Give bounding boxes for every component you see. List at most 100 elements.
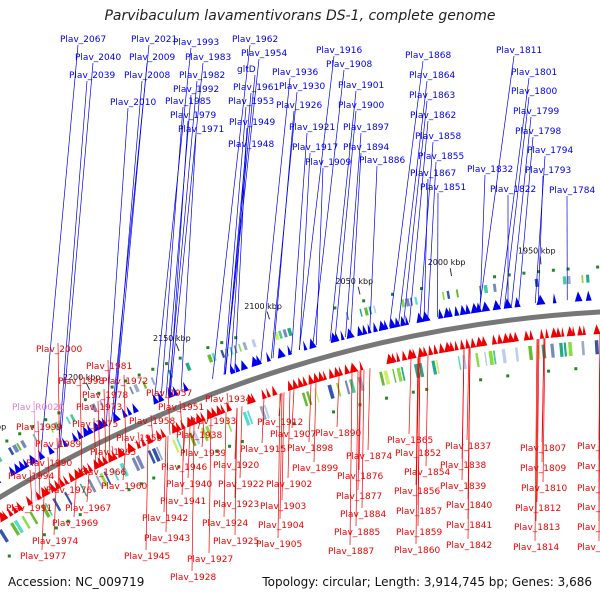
reverse-leader-line [367, 368, 371, 451]
gc-skew-block [478, 285, 482, 294]
feature-dot [137, 373, 141, 377]
reverse-leader-line [261, 398, 265, 444]
reverse-leader-line [181, 428, 185, 496]
reverse-leader-line [86, 472, 90, 503]
reverse-gene-arrow [572, 325, 576, 336]
reverse-gene-label: Plav_1945 [124, 552, 170, 562]
reverse-leader-line [53, 490, 57, 536]
reverse-gene-arrow [0, 512, 9, 523]
forward-gene-label: Plav_1962 [232, 35, 278, 45]
forward-leader-line [312, 69, 345, 347]
forward-leader-line [113, 62, 148, 421]
gc-skew-block [185, 362, 192, 372]
tick-mark [449, 268, 453, 277]
forward-gene-arrow [277, 347, 286, 359]
reverse-gene-label: Plav_1887 [328, 547, 374, 557]
forward-gene-label: Plav_1916 [316, 46, 362, 56]
reverse-gene-arrow [49, 482, 58, 493]
gc-skew-block [306, 391, 313, 406]
reverse-leader-line [107, 359, 111, 463]
forward-gene-arrow [335, 331, 340, 342]
gc-skew-block [400, 299, 406, 308]
reverse-leader-line [101, 464, 105, 467]
reverse-gene-label: Plav_1902 [266, 480, 312, 490]
reverse-gene-label: Plav_1943 [144, 534, 190, 544]
reverse-gene-label: Plav_1923 [213, 500, 259, 510]
forward-leader-line [437, 192, 439, 318]
forward-gene-label: Plav_1936 [272, 68, 318, 78]
reverse-gene-label: Plav_1981 [86, 362, 132, 372]
gc-skew-block [172, 439, 180, 454]
reverse-gene-arrow [82, 464, 90, 475]
forward-gene-label: Plav_1832 [467, 165, 513, 175]
forward-gene-label: Plav_1917 [292, 143, 338, 153]
backbone-group [0, 309, 600, 501]
gc-skew-block [135, 455, 145, 470]
gc-skew-block [435, 359, 440, 374]
reverse-gene-arrow [298, 377, 305, 388]
reverse-gene-label: Plav_1960 [101, 482, 147, 492]
forward-gene-label: Plav_1949 [229, 118, 275, 128]
gc-skew-block [188, 432, 197, 447]
reverse-leader-line [239, 406, 243, 479]
reverse-leader-line [27, 501, 31, 506]
feature-dot [411, 390, 415, 394]
reverse-leader-line [37, 420, 41, 500]
reverse-gene-label: Plav_1957 [146, 389, 192, 399]
feature-dot [139, 482, 143, 486]
tick-label: 2150 kbp [153, 334, 191, 343]
tick-label: 2100 kbp [244, 302, 282, 311]
scale-ticks: 2250 kbp 2200 kbp 2150 kbp 2100 kbp 2050 kbp… [0, 246, 556, 431]
reverse-gene-label: Plav_1998 [58, 377, 104, 387]
gc-skew-block [581, 341, 585, 356]
feature-dot [332, 410, 336, 414]
reverse-leader-line [187, 426, 191, 479]
reverse-gene-label: Plav_1973 [76, 403, 122, 413]
gc-skew-block [141, 380, 148, 389]
reverse-leader-line [111, 445, 115, 461]
forward-gene-label: Plav_1926 [276, 101, 322, 111]
gc-skew-block [585, 274, 590, 283]
reverse-leader-line [197, 422, 201, 430]
gc-skew-block [282, 329, 288, 338]
forward-gene-label: Plav_1867 [410, 169, 456, 179]
reverse-gene-arrow [127, 442, 137, 454]
forward-gene-arrow [585, 290, 592, 301]
gc-skew-block [103, 471, 112, 485]
forward-leader-line [329, 90, 357, 342]
gc-skew-block [446, 290, 451, 300]
reverse-gene-label: Plav_1813 [514, 523, 560, 533]
gc-skew-block [363, 307, 369, 316]
feature-dot [385, 396, 389, 400]
gc-skew-block [44, 502, 53, 516]
gc-skew-block [344, 380, 351, 395]
reverse-gene-label: Plav_1898 [287, 444, 333, 454]
reverse-gene-label: Plav_1924 [202, 519, 248, 529]
reverse-gene-arrow [54, 479, 62, 490]
gc-skew-block [133, 383, 140, 393]
reverse-gene-arrow [423, 346, 428, 357]
forward-gene-label: Plav_2040 [75, 53, 121, 63]
gc-skew-block [501, 349, 507, 364]
reverse-gene-arrow [391, 352, 397, 364]
reverse-gene-label: Plav_1938 [176, 431, 222, 441]
forward-gene-label: Plav_2067 [60, 35, 106, 45]
forward-gene-label: Plav_1908 [326, 60, 372, 70]
gc-skew-block [64, 491, 73, 505]
feature-dot [574, 367, 578, 371]
genome-backbone [0, 309, 600, 501]
forward-leader-line [504, 96, 530, 307]
forward-gene-label: Plav_1985 [165, 97, 211, 107]
forward-leader-line [537, 175, 544, 303]
forward-gene-arrow [287, 345, 293, 356]
forward-gene-label: Plav_1858 [415, 132, 461, 142]
reverse-gene-label: Plav_1785 [577, 442, 600, 452]
reverse-gene-arrow [16, 501, 24, 512]
reverse-leader-line [535, 339, 539, 522]
reverse-gene-arrow [293, 379, 299, 390]
gc-skew-block [379, 371, 386, 386]
reverse-leader-line [234, 408, 238, 536]
gc-skew-block [414, 296, 418, 305]
gc-skew-block [7, 447, 15, 456]
gc-skew-block [29, 511, 39, 525]
